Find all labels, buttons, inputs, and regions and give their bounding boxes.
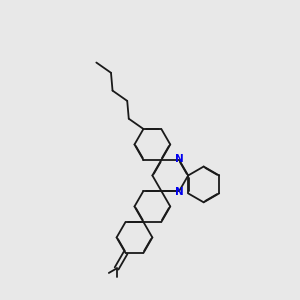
Text: N: N — [175, 154, 184, 164]
Text: N: N — [175, 187, 184, 196]
